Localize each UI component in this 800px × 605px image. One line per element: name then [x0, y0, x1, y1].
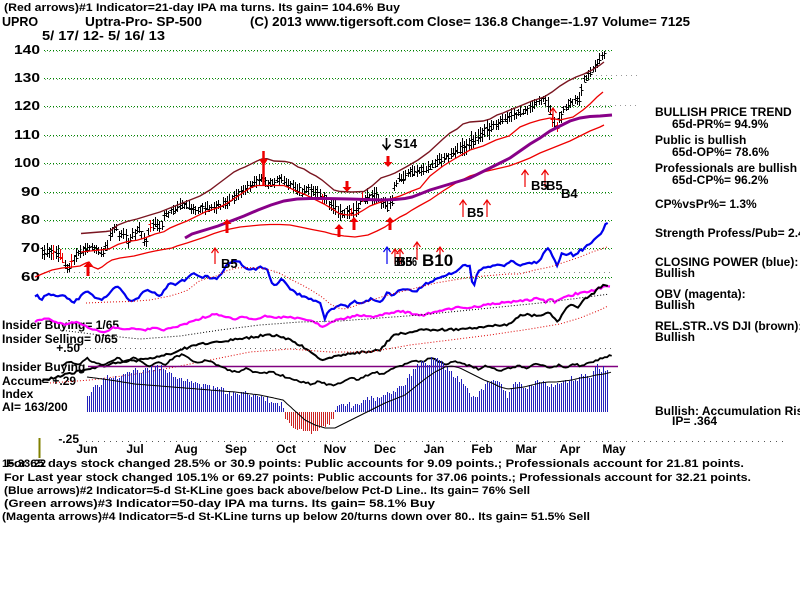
svg-text:B4: B4 — [561, 186, 578, 201]
svg-text:OBV (magenta):: OBV (magenta): — [655, 287, 746, 301]
svg-text:Close= 136.8 Change=-1.97 Vo: Close= 136.8 Change=-1.97 Volume= 7125 — [427, 15, 690, 29]
svg-text:Apr: Apr — [560, 442, 581, 456]
svg-text:130: 130 — [14, 70, 40, 85]
svg-text:Jun: Jun — [76, 442, 97, 456]
svg-text:CP%vsPr%= 1.3%: CP%vsPr%= 1.3% — [655, 197, 757, 211]
svg-text:CLOSING POWER (blue):: CLOSING POWER (blue): — [655, 255, 798, 269]
svg-text:Jan: Jan — [424, 442, 445, 456]
svg-text:AI= 163/200: AI= 163/200 — [2, 400, 68, 414]
svg-text:60: 60 — [21, 269, 40, 284]
svg-text:Oct: Oct — [276, 442, 296, 456]
svg-text:Jul: Jul — [126, 442, 143, 456]
svg-text:B6B6: B6B6 — [394, 254, 417, 269]
svg-text:Bullish: Accumulation Rising: Bullish: Accumulation Rising — [655, 404, 800, 418]
svg-text:B5: B5 — [396, 254, 413, 269]
svg-text:For 65 days stock changed 28.: For 65 days stock changed 28.5% or 30.9 … — [6, 458, 744, 470]
svg-text:B5: B5 — [221, 256, 238, 271]
svg-text:90: 90 — [21, 184, 40, 199]
svg-text:65d-PR%= 94.9%: 65d-PR%= 94.9% — [672, 117, 769, 131]
svg-text:120: 120 — [14, 98, 40, 113]
svg-text:BULLISH PRICE TREND: BULLISH PRICE TREND — [655, 105, 792, 119]
svg-text:For Last year stock changed 1: For Last year stock changed 105.1% or 69… — [4, 472, 751, 484]
svg-text:Accum= +.29: Accum= +.29 — [2, 374, 76, 388]
svg-text:S14: S14 — [394, 136, 418, 151]
svg-text:Uptra-Pro- SP-500: Uptra-Pro- SP-500 — [85, 15, 202, 29]
svg-text:Dec: Dec — [374, 442, 396, 456]
svg-text:Index: Index — [2, 387, 34, 401]
svg-text:+.50: +.50 — [56, 341, 80, 355]
svg-text:Bullish: Bullish — [655, 298, 695, 312]
svg-text:B5: B5 — [546, 178, 563, 193]
svg-text:Bullish: Bullish — [655, 330, 695, 344]
svg-text:May: May — [602, 442, 626, 456]
svg-text:65d-CP%= 96.2%: 65d-CP%= 96.2% — [672, 173, 769, 187]
svg-text:Mar: Mar — [515, 442, 537, 456]
svg-text:5/ 17/ 12- 5/ 16/ 13: 5/ 17/ 12- 5/ 16/ 13 — [42, 29, 165, 43]
svg-text:(Red arrows)#1 Indicator=21-da: (Red arrows)#1 Indicator=21-day IPA ma t… — [4, 2, 401, 14]
svg-text:-.25: -.25 — [58, 432, 79, 446]
svg-text:Strength Profess/Pub= 2.44: Strength Profess/Pub= 2.44 — [655, 226, 800, 240]
svg-text:(Magenta arrows)#4 Indicator=5: (Magenta arrows)#4 Indicator=5-d St-KLin… — [2, 511, 590, 523]
svg-text:Insider Selling= 0/65: Insider Selling= 0/65 — [2, 332, 118, 346]
svg-text:(Blue arrows)#2 Indicator=5-d: (Blue arrows)#2 Indicator=5-d St-KLine g… — [4, 485, 530, 497]
svg-text:UPRO: UPRO — [2, 15, 38, 29]
svg-text:Aug: Aug — [174, 442, 197, 456]
svg-text:Public is bullish: Public is bullish — [655, 133, 746, 147]
svg-text:110: 110 — [14, 127, 40, 142]
svg-text:65d-OP%= 78.6%: 65d-OP%= 78.6% — [672, 145, 769, 159]
svg-text:80: 80 — [21, 212, 40, 227]
svg-text:B5: B5 — [531, 178, 548, 193]
svg-text:(C) 2013 www.tigersoft.com: (C) 2013 www.tigersoft.com — [250, 15, 424, 29]
svg-text:REL.STR..VS DJI (brown):: REL.STR..VS DJI (brown): — [655, 319, 800, 333]
svg-text:B5: B5 — [467, 205, 484, 220]
svg-text:70: 70 — [21, 240, 40, 255]
svg-text:B10: B10 — [422, 251, 453, 270]
svg-text:Bullish: Bullish — [655, 266, 695, 280]
svg-text:Professionals are bullish: Professionals are bullish — [655, 161, 797, 175]
svg-text:15:33:22: 15:33:22 — [2, 458, 46, 470]
svg-text:Sep: Sep — [225, 442, 247, 456]
svg-text:Feb: Feb — [471, 442, 492, 456]
svg-text:IP= .364: IP= .364 — [672, 414, 717, 428]
svg-text:Nov: Nov — [324, 442, 347, 456]
svg-text:100: 100 — [14, 155, 40, 170]
svg-text:(Green arrows)#3 Indicator=50-: (Green arrows)#3 Indicator=50-day IPA ma… — [4, 498, 436, 510]
svg-text:140: 140 — [14, 42, 40, 57]
